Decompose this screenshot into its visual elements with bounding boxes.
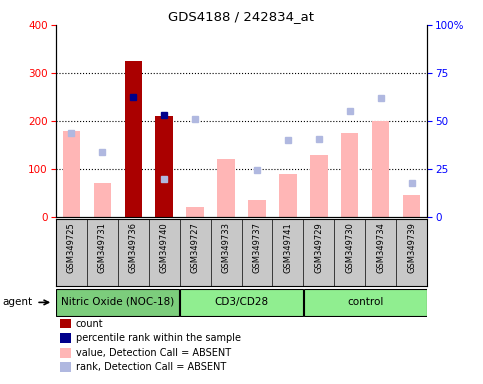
Text: GSM349727: GSM349727 [190, 222, 199, 273]
Bar [186, 207, 203, 217]
Text: GSM349733: GSM349733 [222, 222, 230, 273]
Text: GSM349739: GSM349739 [408, 222, 416, 273]
Bar [311, 155, 327, 217]
Bar [62, 131, 80, 217]
Text: GDS4188 / 242834_at: GDS4188 / 242834_at [169, 10, 314, 23]
Text: GSM349731: GSM349731 [98, 222, 107, 273]
Text: GSM349741: GSM349741 [284, 222, 293, 273]
Text: GSM349740: GSM349740 [159, 222, 169, 273]
Text: Nitric Oxide (NOC-18): Nitric Oxide (NOC-18) [61, 297, 174, 307]
Text: agent: agent [2, 297, 32, 308]
Text: rank, Detection Call = ABSENT: rank, Detection Call = ABSENT [76, 362, 226, 372]
FancyBboxPatch shape [56, 289, 179, 316]
Text: GSM349737: GSM349737 [253, 222, 261, 273]
Bar [94, 184, 111, 217]
FancyBboxPatch shape [304, 289, 427, 316]
Text: count: count [76, 318, 103, 329]
Text: percentile rank within the sample: percentile rank within the sample [76, 333, 241, 343]
Text: control: control [347, 297, 384, 307]
Text: GSM349730: GSM349730 [345, 222, 355, 273]
Text: CD3/CD28: CD3/CD28 [214, 297, 269, 307]
Bar [156, 116, 172, 217]
Text: GSM349729: GSM349729 [314, 222, 324, 273]
Bar [280, 174, 297, 217]
Bar [341, 133, 358, 217]
Text: GSM349734: GSM349734 [376, 222, 385, 273]
Text: value, Detection Call = ABSENT: value, Detection Call = ABSENT [76, 348, 231, 358]
Bar [248, 200, 266, 217]
Bar [372, 121, 389, 217]
Bar [403, 195, 421, 217]
Bar [217, 159, 235, 217]
FancyBboxPatch shape [180, 289, 303, 316]
Text: GSM349725: GSM349725 [67, 222, 75, 273]
Text: GSM349736: GSM349736 [128, 222, 138, 273]
Bar [125, 61, 142, 217]
